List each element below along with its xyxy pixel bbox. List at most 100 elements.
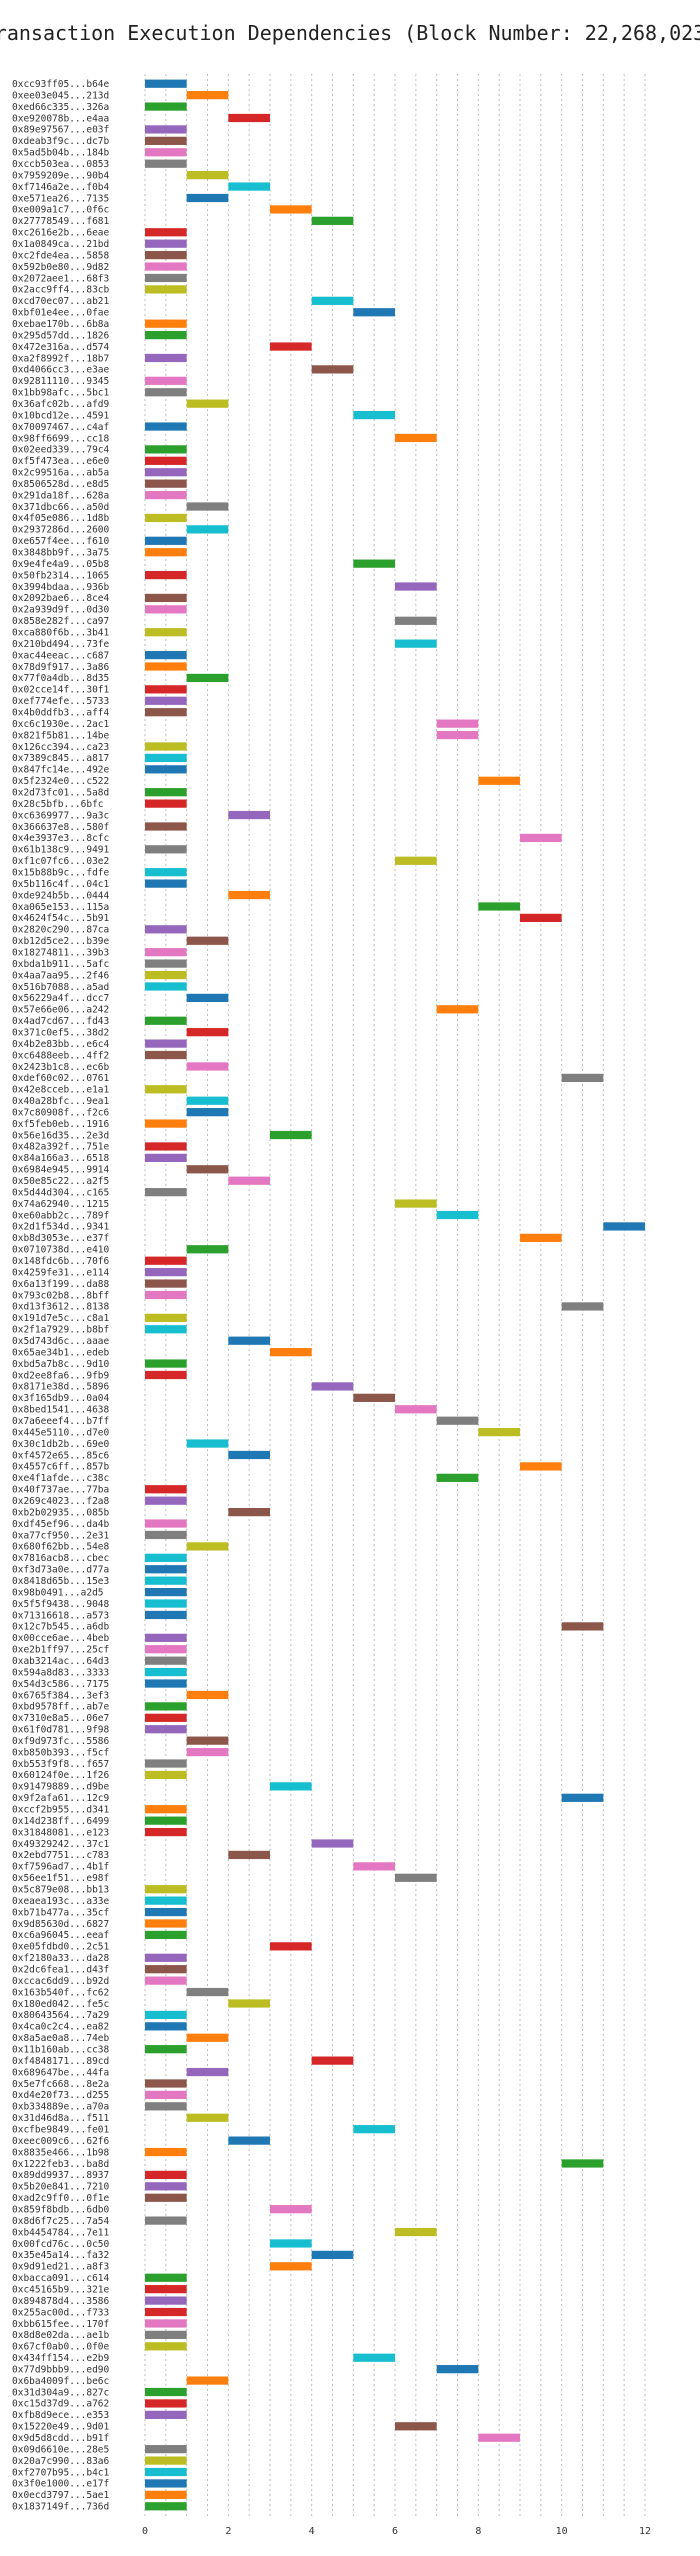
bar [145,159,187,168]
bar [520,913,562,923]
y-tick-label: 0x31848081...e123 [12,1827,109,1838]
bar [395,639,437,648]
bar [145,136,187,145]
y-tick-label: 0xc2616e2b...6eae [12,228,110,239]
y-tick-label: 0x2423b1c8...ec6b [12,1062,110,1073]
bar [270,1782,312,1791]
y-tick-label: 0x163b540f...fc62 [12,1987,109,1998]
y-tick-label: 0x89dd9937...8937 [12,2170,109,2181]
y-tick-label: 0x4624f54c...5b91 [12,913,110,924]
bar [145,2502,187,2511]
bar [353,1393,395,1402]
y-tick-label: 0xe571ea26...7135 [12,193,109,204]
y-tick-label: 0x50e85c22...a2f5 [12,1176,109,1187]
bar [145,125,187,134]
y-tick-label: 0x00cce6ae...4beb [12,1633,110,1644]
bar [145,2010,187,2020]
bar [145,1142,187,1151]
y-tick-label: 0x2072aee1...68f3 [12,273,109,284]
y-tick-label: 0x36afc02b...afd9 [12,399,110,410]
bar [436,719,479,728]
y-tick-label: 0x680f62bb...54e8 [12,1542,110,1553]
bar [145,1256,187,1265]
bar [145,1599,187,1608]
y-tick-label: 0xf5feb0eb...1916 [12,1119,110,1130]
bar [145,2182,187,2191]
bar [145,2410,187,2419]
y-tick-label: 0x18274811...39b3 [12,947,109,958]
y-tick-label: 0x40a28bfc...9ea1 [12,1096,110,1107]
bar [145,262,187,271]
y-tick-label: 0x8506528d...e8d5 [12,479,109,490]
bar [145,879,187,888]
x-tick-label: 12 [639,2526,651,2537]
y-tick-label: 0x80643564...7a29 [12,2010,110,2021]
y-tick-label: 0x2937286d...2600 [12,525,110,536]
bar [186,673,229,683]
y-tick-label: 0x472e316a...d574 [12,342,110,353]
bar [478,902,520,911]
y-tick-label: 0xf4848171...89cd [12,2056,109,2067]
bar [145,148,187,157]
y-tick-label: 0xe05fdbd0...2c51 [12,1942,110,1953]
bar [561,1073,604,1082]
bar [145,239,187,248]
bar [145,1907,187,1917]
y-tick-label: 0x60124f0e...1f26 [12,1770,110,1781]
y-tick-label: 0xbd9578ff...ab7e [12,1702,110,1713]
bar [186,171,229,180]
y-tick-label: 0xc6c1930e...2ac1 [12,719,110,730]
bar [145,2079,187,2088]
bar [145,696,187,705]
bar [145,1050,187,1060]
bar [186,993,229,1003]
y-tick-label: 0xb2b02935...085b [12,1507,110,1518]
y-tick-label: 0x12c7b545...a6db [12,1622,110,1633]
bar [145,1496,187,1505]
y-tick-label: 0xb12d5ce2...b39e [12,936,110,947]
bar [186,1165,229,1174]
y-tick-label: 0x31d46d8a...f511 [12,2113,110,2124]
y-tick-label: 0x0ecd3797...5ae1 [12,2490,110,2501]
y-tick-label: 0x7959209e...90b4 [12,170,110,181]
bar [145,845,187,854]
y-tick-label: 0x77d9bbb9...ed90 [12,2364,110,2375]
bar [186,2067,229,2077]
y-tick-label: 0x2d1f534d...9341 [12,1222,110,1233]
y-tick-label: 0xbd5a7b8c...9d10 [12,1359,110,1370]
bar [145,2170,187,2180]
y-tick-label: 0x4ca0c2c4...ea82 [12,2022,109,2033]
bar [478,776,520,785]
bar [186,936,229,945]
bar [145,662,187,671]
bar [186,525,229,534]
bar [145,1896,187,1905]
bar [311,1382,354,1391]
y-tick-label: 0xeec009c6...62f6 [12,2136,110,2147]
y-tick-label: 0xc6a96045...eeaf [12,1930,109,1941]
y-tick-label: 0x2a939d9f...0d30 [12,605,110,616]
bar [270,2239,312,2248]
y-tick-label: 0x5b116c4f...04c1 [12,879,110,890]
bar [145,2330,187,2339]
y-tick-label: 0x482a392f...751e [12,1142,110,1153]
bar [395,616,437,625]
bar [145,536,187,545]
y-tick-label: 0x42e8cceb...e1a1 [12,1085,110,1096]
bar [145,2216,187,2225]
bar [395,1199,437,1208]
y-tick-label: 0x3994bdaa...936b [12,582,110,593]
y-tick-label: 0xf2707b95...b4c1 [12,2467,110,2478]
bar [228,113,270,123]
y-tick-label: 0x0710738d...e410 [12,1245,110,1256]
y-tick-label: 0x4557c6ff...857b [12,1462,110,1473]
y-tick-label: 0x434ff154...e2b9 [12,2353,110,2364]
bar [145,708,187,717]
bar [311,2056,354,2065]
x-tick-label: 8 [475,2526,481,2537]
y-tick-label: 0x594a8d83...3333 [12,1667,109,1678]
y-tick-label: 0x1837149f...736d [12,2502,109,2513]
y-tick-label: 0x20a7c990...83a6 [12,2456,110,2467]
bar [145,1645,187,1654]
